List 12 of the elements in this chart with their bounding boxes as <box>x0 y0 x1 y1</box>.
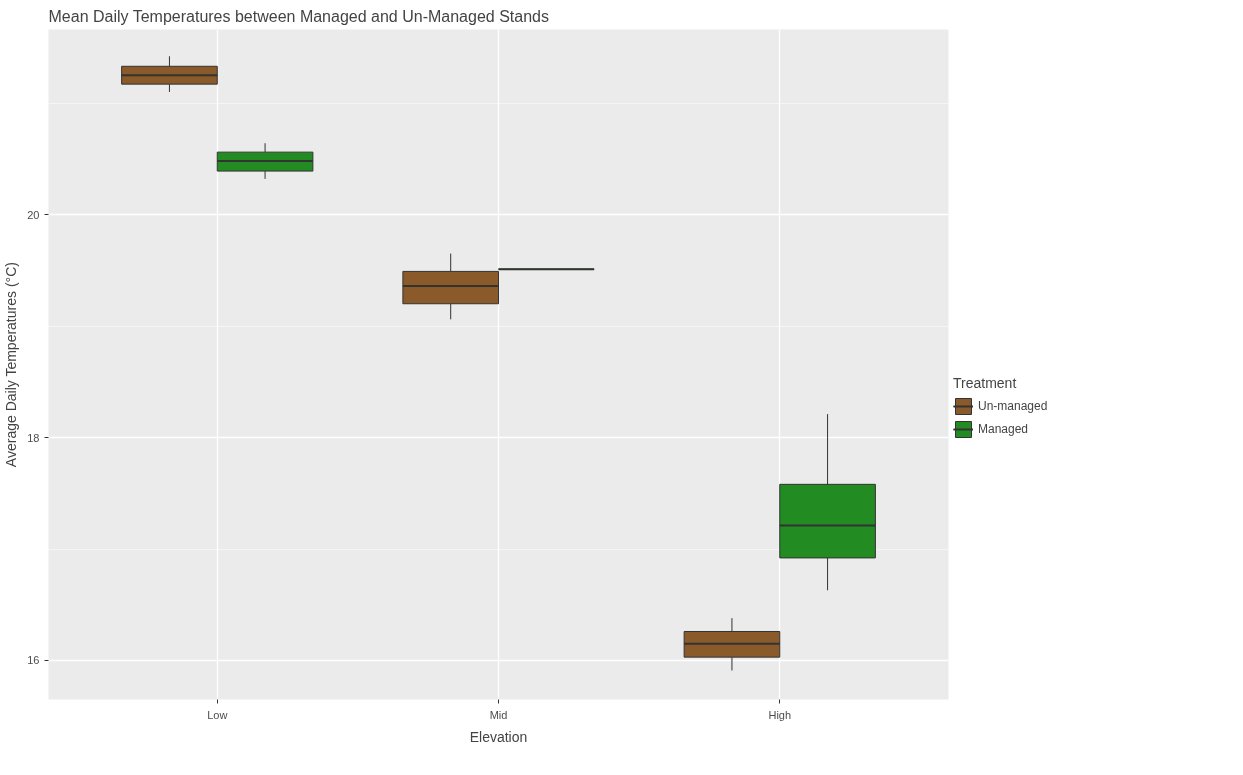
x-axis-title: Elevation <box>469 728 528 745</box>
y-tick-label: 18 <box>27 431 40 444</box>
legend-label: Un-managed <box>978 399 1048 413</box>
legend-title: Treatment <box>953 375 1018 391</box>
y-axis-title: Average Daily Temperatures (°C) <box>3 262 20 468</box>
legend-label: Managed <box>978 422 1029 436</box>
x-tick-label: Mid <box>489 708 508 721</box>
chart-title: Mean Daily Temperatures between Managed and Un-Managed Stands <box>48 7 549 25</box>
y-tick-label: 20 <box>27 208 40 221</box>
x-tick-label: High <box>768 708 792 721</box>
y-tick-label: 16 <box>27 654 40 667</box>
x-tick-label: Low <box>207 708 228 721</box>
